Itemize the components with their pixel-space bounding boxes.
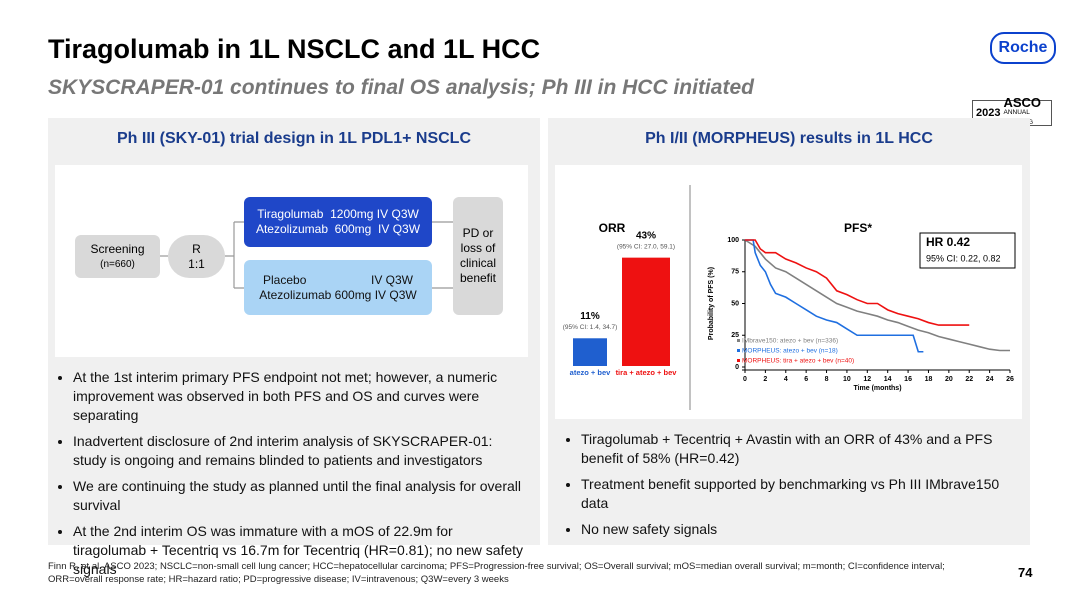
legend-swatch [737,339,740,342]
ci-label: (95% CI: 1.4, 34.7) [563,324,618,331]
x-tick-label: 2 [763,376,767,383]
y-tick-label: 0 [735,364,739,371]
category-label: atezo + bev [569,368,611,377]
x-tick-label: 8 [825,376,829,383]
legend-swatch [737,349,740,352]
label: Placebo [263,272,307,287]
x-tick-label: 12 [863,376,871,383]
screening-box: Screening (n=660) [75,235,160,278]
x-tick-label: 24 [986,376,994,383]
bullet: No new safety signals [581,520,1023,539]
category-label-box: atezo + bev [569,368,611,377]
label: Atezolizumab 600mg IV Q3W [259,287,417,302]
bullet: Treatment benefit supported by benchmark… [581,475,1023,513]
arm1-box: Tiragolumab 1200mg IV Q3W Atezolizumab 6… [244,197,432,247]
page-number: 74 [1018,565,1033,580]
hr-box [919,232,1016,269]
km-curve [745,239,970,326]
x-tick-label: 20 [945,376,953,383]
x-tick-label: 10 [843,376,851,383]
y-tick-label: 75 [731,269,739,276]
right-heading: Ph I/II (MORPHEUS) results in 1L HCC [645,130,933,147]
legend-entry: MORPHEUS: atezo + bev (n=18) [742,348,838,355]
km-curve [744,239,1010,352]
x-axis-label: Time (months) [853,385,901,392]
value-label: 43% [636,230,656,241]
endpoint-box: PD or loss of clinical benefit [453,197,503,315]
category-label: tira + atezo + bev [615,368,677,377]
legend-entry: MORPHEUS: tira + atezo + bev (n=40) [742,358,854,365]
x-tick-label: 16 [904,376,912,383]
x-tick-label: 6 [804,376,808,383]
bullet: Tiragolumab + Tecentriq + Avastin with a… [581,430,1023,468]
bar [573,338,607,366]
y-tick-label: 100 [727,237,739,244]
y-tick-label: 25 [731,332,739,339]
bullet: We are continuing the study as planned u… [73,477,525,515]
x-tick-label: 0 [743,376,747,383]
label: IV Q3W [370,272,413,287]
badge-year: 2023 [976,107,1001,119]
connector [432,221,453,289]
footnote: Finn R, et al. ASCO 2023; NSCLC=non-smal… [48,561,945,585]
logo: Roche [990,32,1056,64]
x-tick-label: 4 [784,376,788,383]
bullet: At the 1st interim primary PFS endpoint … [73,368,525,425]
km-curve [745,239,924,353]
label: R [192,241,201,256]
label: Atezolizumab 600mg IV Q3W [255,222,421,236]
left-bullets: At the 1st interim primary PFS endpoint … [55,368,525,586]
value-label: 11% [580,311,600,322]
randomization-box: R 1:1 [168,235,225,278]
legend-entry: IMbrave150: atezo + bev (n=336) [742,338,838,345]
label: Tiragolumab 1200mg IV Q3W [257,207,419,221]
legend-swatch [737,359,740,362]
hr-ci: 95% CI: 0.22, 0.82 [926,253,1001,263]
right-bullets: Tiragolumab + Tecentriq + Avastin with a… [563,430,1023,546]
hr: HR 0.42 [926,235,970,249]
bar [622,257,670,366]
label: 1:1 [188,256,205,271]
subtitle: SKYSCRAPER-01 continues to final OS anal… [48,76,754,99]
x-tick-label: 26 [1006,376,1014,383]
connector [225,221,244,289]
arm2-box: Placebo IV Q3W Atezolizumab 600mg IV Q3W [244,260,432,315]
y-tick-label: 50 [731,300,739,307]
ci-label: (95% CI: 27.0, 59.1) [617,243,675,250]
bullet: Inadvertent disclosure of 2nd interim an… [73,432,525,470]
label: (n=660) [100,258,135,270]
x-tick-label: 18 [925,376,933,383]
title: Tiragolumab in 1L NSCLC and 1L HCC [48,34,541,64]
badge-name: ASCO [1003,95,1042,110]
x-tick-label: 14 [884,376,892,383]
bullet: At the 2nd interim OS was immature with … [73,522,525,579]
label: Screening [90,241,145,256]
category-label-box: tira + atezo + bev [615,368,677,377]
orr-title: ORR [599,221,626,235]
pfs-title: PFS* [844,221,872,235]
y-axis-label: Probability of PFS (%) [708,267,715,340]
left-heading: Ph III (SKY-01) trial design in 1L PDL1+… [117,130,471,147]
x-tick-label: 22 [965,376,973,383]
